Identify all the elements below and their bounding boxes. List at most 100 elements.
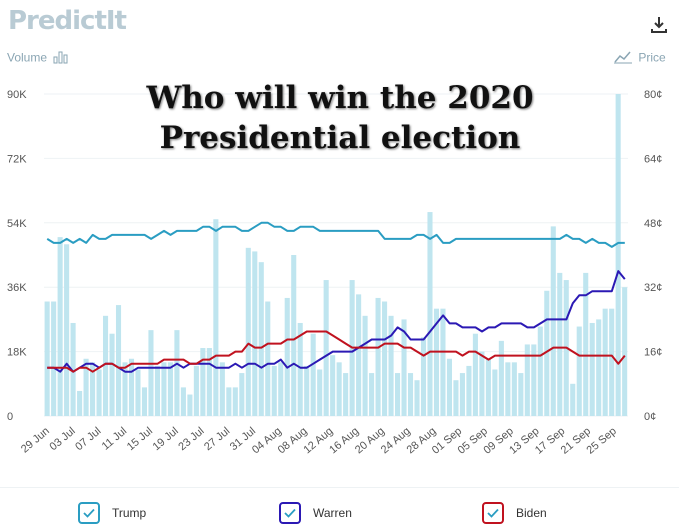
volume-bar xyxy=(206,348,212,416)
price-label: Price xyxy=(638,50,666,65)
volume-bar xyxy=(284,297,290,416)
volume-bar xyxy=(310,333,316,416)
volume-bar xyxy=(544,290,550,416)
volume-bar xyxy=(109,333,115,416)
y-right-tick: 64¢ xyxy=(644,153,662,165)
volume-bar xyxy=(323,280,329,416)
volume-bar xyxy=(343,373,349,416)
volume-bar xyxy=(356,294,362,416)
volume-bar xyxy=(219,362,225,416)
volume-bar xyxy=(511,362,517,416)
volume-bar xyxy=(154,365,160,416)
legend-item-warren[interactable]: Warren xyxy=(279,502,352,524)
volume-bar xyxy=(141,387,148,416)
volume-bar xyxy=(407,373,414,416)
volume-bar xyxy=(589,322,595,416)
volume-bar xyxy=(271,365,277,416)
volume-bar xyxy=(505,362,511,416)
legend-label-warren: Warren xyxy=(313,506,352,520)
volume-bar xyxy=(167,362,173,416)
predictit-logo[interactable]: PredictIt xyxy=(8,6,127,36)
volume-bar xyxy=(200,348,206,416)
y-left-tick: 0 xyxy=(7,411,13,423)
y-left-tick: 72K xyxy=(7,153,27,165)
volume-bar xyxy=(51,301,57,416)
x-tick-label: 15 Jul xyxy=(125,425,155,453)
volume-bar xyxy=(498,340,504,416)
volume-bar xyxy=(174,330,180,416)
bar-chart-icon xyxy=(53,50,69,67)
y-right-ticks: 0¢ 16¢ 32¢ 48¢ 64¢ 80¢ xyxy=(644,89,662,423)
legend-divider xyxy=(0,487,679,488)
volume-bar xyxy=(433,308,440,416)
volume-bar xyxy=(77,390,83,416)
volume-bar xyxy=(135,369,141,416)
volume-bar xyxy=(148,330,154,416)
volume-bar xyxy=(258,262,264,416)
volume-bar xyxy=(375,297,381,416)
y-left-tick: 54K xyxy=(7,218,27,230)
legend: Trump Warren Biden xyxy=(0,502,679,530)
volume-bar xyxy=(414,380,420,416)
volume-bar xyxy=(550,226,556,416)
volume-label: Volume xyxy=(7,50,48,65)
y-left-tick: 36K xyxy=(7,282,27,294)
volume-bar xyxy=(609,308,615,416)
volume-bar xyxy=(232,387,238,416)
title-line-2: Presidential election xyxy=(159,120,521,156)
volume-bar xyxy=(466,365,472,416)
price-axis-header: Price xyxy=(614,50,666,67)
checkbox-biden[interactable] xyxy=(482,502,504,524)
volume-bar xyxy=(330,355,336,416)
series-line-warren xyxy=(47,270,626,373)
volume-bar xyxy=(395,373,401,416)
x-tick-label: 29 Jun xyxy=(19,425,52,455)
volume-bar xyxy=(531,344,537,416)
x-tick-label: 11 Jul xyxy=(100,425,130,453)
y-left-tick: 18K xyxy=(7,347,27,359)
volume-bar xyxy=(187,394,193,416)
volume-axis-header: Volume xyxy=(7,50,69,67)
volume-bar xyxy=(459,373,465,416)
volume-bar xyxy=(479,351,485,416)
volume-bar xyxy=(524,344,530,416)
x-tick-label: 19 Jul xyxy=(151,425,181,453)
volume-bar xyxy=(362,315,368,416)
volume-bar xyxy=(304,365,310,416)
x-tick-label: 07 Jul xyxy=(73,425,103,453)
volume-bar xyxy=(472,333,478,416)
download-icon[interactable] xyxy=(650,14,668,34)
volume-bar xyxy=(180,387,186,416)
x-tick-label: 27 Jul xyxy=(202,425,232,453)
volume-bar xyxy=(622,287,628,416)
chart-title: Who will win the 2020 Presidential elect… xyxy=(100,78,580,158)
volume-bar xyxy=(446,358,452,416)
volume-bar xyxy=(427,212,433,416)
volume-bar xyxy=(278,362,284,416)
volume-bar xyxy=(583,272,589,416)
volume-bar xyxy=(115,305,122,416)
volume-bar xyxy=(518,373,524,416)
volume-bar xyxy=(369,373,375,416)
volume-bar xyxy=(485,358,491,416)
volume-bar xyxy=(596,319,602,416)
volume-bar xyxy=(64,244,70,416)
y-right-tick: 48¢ xyxy=(644,218,662,230)
volume-bar xyxy=(265,301,271,416)
volume-bar xyxy=(537,326,543,416)
volume-bar xyxy=(297,322,303,416)
checkbox-warren[interactable] xyxy=(279,502,301,524)
series-line-trump xyxy=(46,221,625,248)
gridlines xyxy=(44,93,628,417)
checkbox-trump[interactable] xyxy=(78,502,100,524)
y-right-tick: 32¢ xyxy=(644,282,662,294)
volume-bar xyxy=(382,301,388,416)
legend-item-biden[interactable]: Biden xyxy=(482,502,547,524)
line-chart-icon xyxy=(614,50,632,67)
legend-item-trump[interactable]: Trump xyxy=(78,502,146,524)
volume-bar xyxy=(440,308,446,416)
volume-bar xyxy=(492,369,498,416)
volume-bar xyxy=(96,369,102,416)
title-line-1: Who will win the 2020 xyxy=(146,80,534,116)
